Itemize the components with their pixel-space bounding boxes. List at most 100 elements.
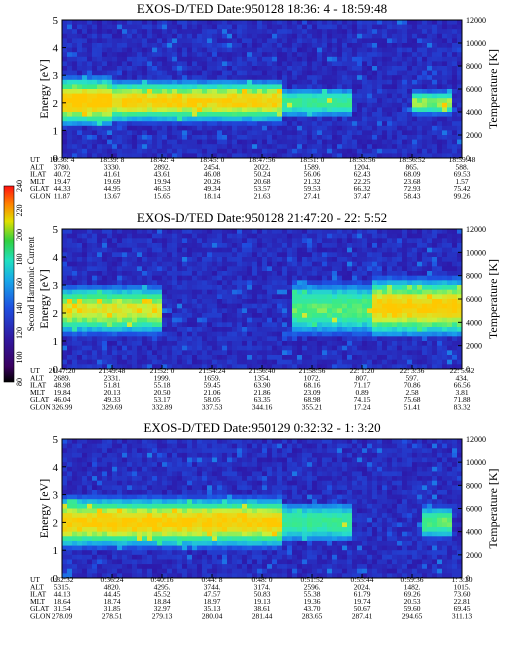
heatmap-cell — [312, 144, 318, 150]
heatmap-cell — [417, 336, 423, 342]
heatmap-cell — [392, 308, 398, 314]
heatmap-cell — [452, 52, 458, 58]
heatmap-cell — [182, 144, 188, 150]
heatmap-cell — [267, 336, 273, 342]
heatmap-cell — [292, 285, 298, 291]
heatmap-cell — [297, 261, 303, 267]
heatmap-cell — [207, 33, 213, 39]
heatmap-cell — [152, 139, 158, 145]
heatmap-cell — [327, 336, 333, 342]
heatmap-cell — [142, 70, 148, 76]
heatmap-cell — [187, 345, 193, 351]
heatmap-cell — [122, 75, 128, 81]
heatmap-cell — [122, 252, 128, 258]
heatmap-cell — [147, 93, 153, 99]
heatmap-cell — [457, 280, 463, 286]
heatmap-cell — [307, 331, 313, 337]
heatmap-cell — [317, 75, 323, 81]
heatmap-cell — [322, 257, 328, 263]
heatmap-cell — [177, 148, 183, 154]
heatmap-cell — [312, 89, 318, 94]
heatmap-cell — [242, 229, 248, 235]
heatmap-cell — [87, 238, 93, 244]
heatmap-cell — [197, 66, 203, 71]
heatmap-cell — [322, 66, 328, 71]
heatmap-cell — [212, 38, 218, 44]
heatmap-cell — [427, 93, 433, 99]
heatmap-cell — [212, 261, 218, 267]
heatmap-cell — [182, 355, 188, 361]
heatmap-cell — [257, 29, 263, 35]
heatmap-cell — [237, 317, 243, 323]
heatmap-cell — [137, 252, 143, 258]
heatmap-cell — [347, 125, 353, 131]
heatmap-cell — [307, 285, 313, 291]
heatmap-cell — [107, 121, 113, 127]
heatmap-cell — [397, 70, 403, 76]
heatmap-cell — [237, 135, 243, 140]
heatmap-cell — [277, 20, 283, 25]
heatmap-cell — [317, 341, 323, 347]
heatmap-cell — [62, 102, 68, 108]
heatmap-cell — [217, 56, 223, 62]
heatmap-cell — [187, 66, 193, 71]
heatmap-cell — [307, 355, 313, 361]
heatmap-cell — [147, 271, 153, 277]
heatmap-cell — [262, 135, 268, 140]
heatmap-cell — [122, 84, 128, 90]
heatmap-cell — [207, 317, 213, 323]
heatmap-cell — [457, 341, 463, 347]
heatmap-cell — [67, 271, 73, 277]
heatmap-cell — [237, 322, 243, 328]
heatmap-cell — [217, 148, 223, 154]
heatmap-cell — [82, 125, 88, 131]
heatmap-cell — [372, 327, 378, 333]
heatmap-cell — [292, 364, 298, 370]
heatmap-cell — [202, 56, 208, 62]
heatmap-cell — [277, 275, 283, 281]
heatmap-cell — [147, 125, 153, 131]
heatmap-cell — [417, 148, 423, 154]
heatmap-cell — [347, 336, 353, 342]
heatmap-cell — [292, 238, 298, 244]
heatmap-cell — [97, 336, 103, 342]
heatmap-cell — [332, 355, 338, 361]
table-cell: 3330. — [104, 162, 121, 171]
heatmap-cell — [312, 285, 318, 291]
heatmap-cell — [227, 257, 233, 263]
heatmap-cell — [132, 66, 138, 71]
heatmap-cell — [437, 336, 443, 342]
heatmap-cell — [117, 139, 123, 145]
heatmap-cell — [247, 275, 253, 281]
heatmap-cell — [207, 102, 213, 108]
table-cell: 18:36: 4 — [50, 155, 75, 164]
heatmap-cell — [202, 261, 208, 267]
heatmap-cell — [237, 47, 243, 53]
heatmap-cell — [457, 308, 463, 314]
heatmap-cell — [232, 75, 238, 81]
heatmap-cell — [297, 271, 303, 277]
heatmap-cell — [147, 38, 153, 44]
heatmap-cell — [337, 61, 343, 67]
heatmap-cell — [197, 93, 203, 99]
heatmap-cell — [297, 84, 303, 90]
heatmap-cell — [227, 289, 233, 295]
heatmap-cell — [187, 336, 193, 342]
heatmap-cell — [202, 317, 208, 323]
heatmap-cell — [367, 79, 373, 85]
heatmap-cell — [292, 153, 298, 159]
heatmap-cell — [277, 79, 283, 85]
heatmap-cell — [217, 229, 223, 235]
heatmap-cell — [212, 275, 218, 281]
heatmap-cell — [202, 275, 208, 281]
heatmap-cell — [242, 294, 248, 300]
heatmap-cell — [242, 43, 248, 48]
heatmap-cell — [392, 341, 398, 347]
heatmap-cell — [117, 266, 123, 272]
heatmap-cell — [367, 294, 373, 300]
heatmap-cell — [307, 359, 313, 365]
heatmap-cell — [137, 257, 143, 263]
heatmap-cell — [337, 243, 343, 249]
heatmap-cell — [227, 98, 233, 104]
heatmap-cell — [177, 299, 183, 305]
